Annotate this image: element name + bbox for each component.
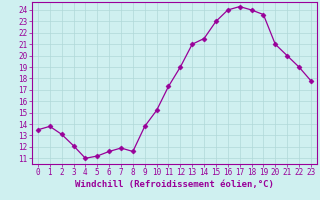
X-axis label: Windchill (Refroidissement éolien,°C): Windchill (Refroidissement éolien,°C) [75,180,274,189]
